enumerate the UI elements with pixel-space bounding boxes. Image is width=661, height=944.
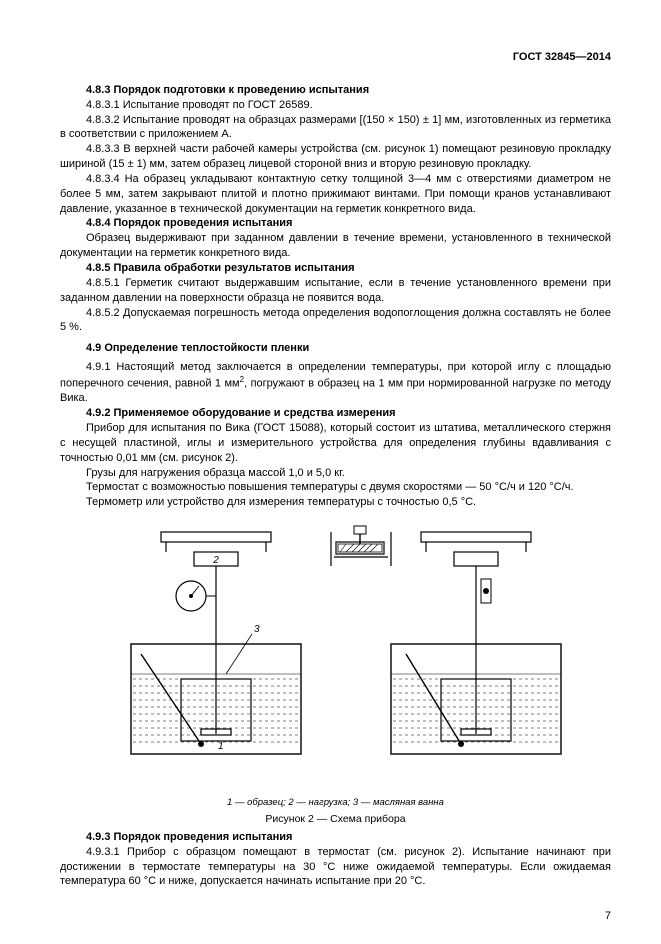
figure-legend: 1 — образец; 2 — нагрузка; 3 — масляная …: [60, 797, 611, 810]
svg-text:2: 2: [212, 555, 219, 566]
heading-4-9: 4.9 Определение теплостойкости пленки: [60, 341, 611, 356]
para-4-9-2-a: Прибор для испытания по Вика (ГОСТ 15088…: [60, 421, 611, 466]
heading-4-9-3: 4.9.3 Порядок проведения испытания: [60, 830, 611, 845]
para-4-9-2-b: Грузы для нагружения образца массой 1,0 …: [60, 466, 611, 481]
para-4-8-3-1: 4.8.3.1 Испытание проводят по ГОСТ 26589…: [60, 98, 611, 113]
para-4-9-2-d: Термометр или устройство для измерения т…: [60, 495, 611, 510]
para-4-8-3-3: 4.8.3.3 В верхней части рабочей камеры у…: [60, 142, 611, 172]
para-4-8-5-2: 4.8.5.2 Допускаемая погрешность метода о…: [60, 306, 611, 336]
document-id: ГОСТ 32845—2014: [60, 50, 611, 65]
page-number: 7: [60, 909, 611, 924]
para-4-9-2-c: Термостат с возможностью повышения темпе…: [60, 480, 611, 495]
svg-text:3: 3: [254, 624, 260, 635]
figure-title: Рисунок 2 — Схема прибора: [60, 812, 611, 826]
para-4-8-3-2: 4.8.3.2 Испытание проводят на образцах р…: [60, 113, 611, 143]
para-4-8-5-1: 4.8.5.1 Герметик считают выдержавшим исп…: [60, 276, 611, 306]
para-4-8-4: Образец выдерживают при заданном давлени…: [60, 231, 611, 261]
heading-4-8-3: 4.8.3 Порядок подготовки к проведению ис…: [60, 83, 611, 98]
heading-4-8-5: 4.8.5 Правила обработки результатов испы…: [60, 261, 611, 276]
svg-text:1: 1: [218, 741, 224, 752]
para-4-8-3-4: 4.8.3.4 На образец укладывают контактную…: [60, 172, 611, 217]
heading-4-8-4: 4.8.4 Порядок проведения испытания: [60, 216, 611, 231]
figure-2: 2 3: [60, 524, 611, 826]
para-4-9-1: 4.9.1 Настоящий метод заключается в опре…: [60, 360, 611, 406]
para-4-9-3-1: 4.9.3.1 Прибор с образцом помещают в тер…: [60, 845, 611, 890]
heading-4-9-2: 4.9.2 Применяемое оборудование и средств…: [60, 406, 611, 421]
